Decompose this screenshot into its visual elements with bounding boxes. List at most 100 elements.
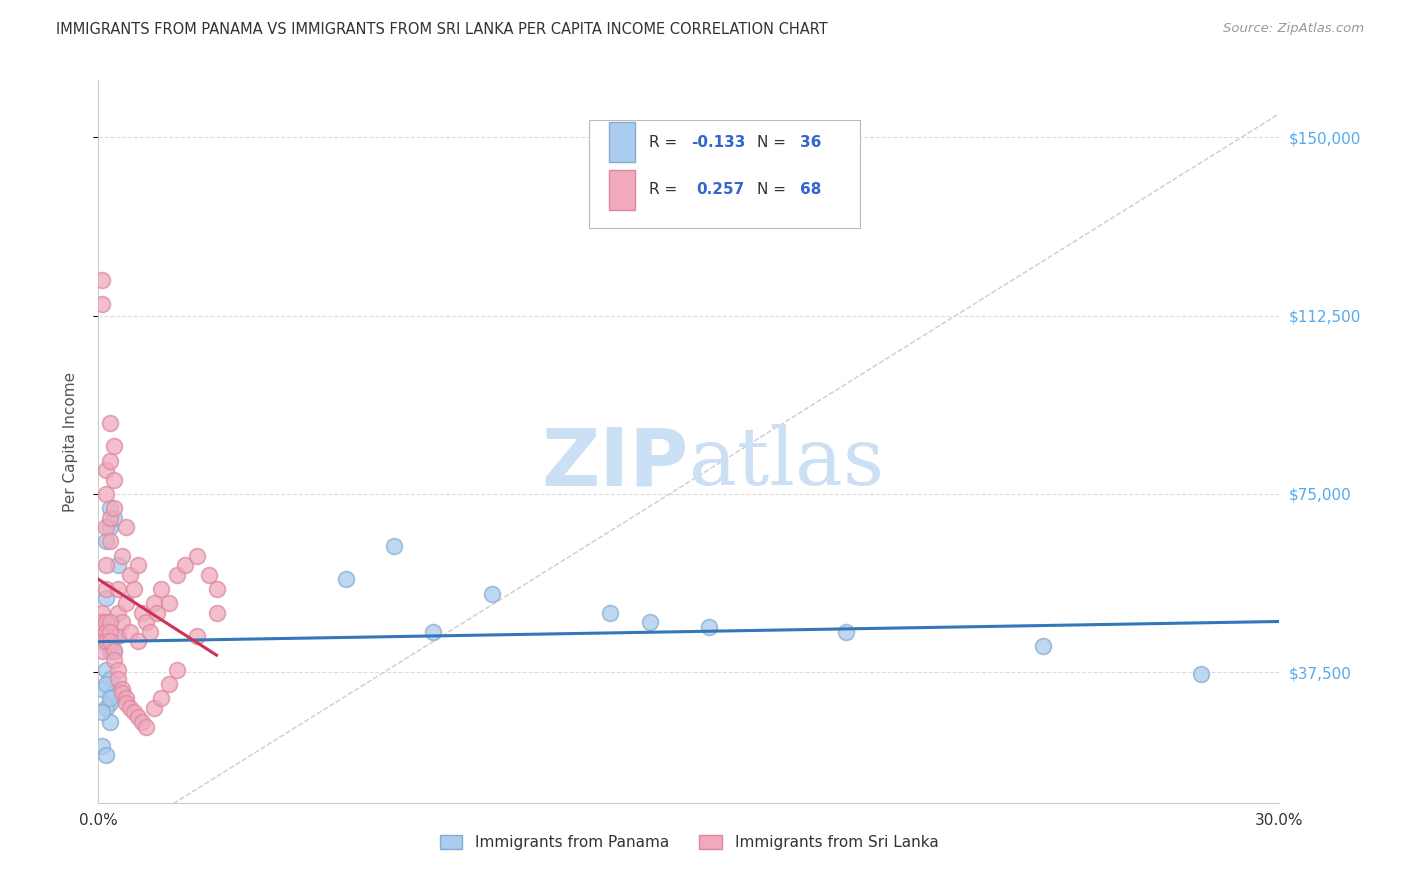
Text: N =: N = — [758, 182, 792, 197]
Point — [142, 596, 165, 610]
Point — [111, 686, 134, 700]
Point — [98, 714, 121, 729]
Point — [127, 634, 149, 648]
Point — [422, 624, 444, 639]
Point — [118, 567, 141, 582]
Point — [146, 606, 169, 620]
Text: -0.133: -0.133 — [692, 135, 745, 150]
Text: IMMIGRANTS FROM PANAMA VS IMMIGRANTS FROM SRI LANKA PER CAPITA INCOME CORRELATIO: IMMIGRANTS FROM PANAMA VS IMMIGRANTS FRO… — [56, 22, 828, 37]
Point — [96, 624, 118, 639]
Point — [91, 273, 114, 287]
Point — [131, 714, 153, 729]
Point — [96, 463, 118, 477]
Point — [638, 615, 661, 630]
Point — [115, 596, 138, 610]
Text: 36: 36 — [800, 135, 821, 150]
Point — [91, 615, 114, 630]
Point — [382, 539, 405, 553]
Point — [122, 706, 145, 720]
Point — [107, 606, 129, 620]
Point — [135, 720, 157, 734]
Point — [599, 606, 621, 620]
Point — [96, 677, 118, 691]
Point — [96, 634, 118, 648]
Text: 0.257: 0.257 — [696, 182, 744, 197]
Point — [96, 700, 118, 714]
Point — [122, 582, 145, 596]
Point — [115, 691, 138, 706]
Point — [107, 663, 129, 677]
Point — [157, 677, 180, 691]
Point — [98, 510, 121, 524]
Legend: Immigrants from Panama, Immigrants from Sri Lanka: Immigrants from Panama, Immigrants from … — [433, 830, 945, 856]
Point — [166, 567, 188, 582]
Point — [98, 615, 121, 630]
Point — [96, 591, 118, 606]
Point — [98, 639, 121, 653]
Point — [111, 681, 134, 696]
Text: Source: ZipAtlas.com: Source: ZipAtlas.com — [1223, 22, 1364, 36]
Point — [174, 558, 197, 573]
Point — [142, 700, 165, 714]
Point — [103, 686, 125, 700]
Point — [107, 582, 129, 596]
Point — [91, 634, 114, 648]
Point — [697, 620, 720, 634]
Point — [91, 296, 114, 310]
Point — [186, 629, 208, 643]
FancyBboxPatch shape — [609, 169, 634, 210]
FancyBboxPatch shape — [609, 122, 634, 162]
Point — [150, 691, 173, 706]
Point — [98, 453, 121, 467]
Point — [96, 615, 118, 630]
Point — [111, 549, 134, 563]
Point — [103, 643, 125, 657]
Point — [103, 501, 125, 516]
Point — [98, 696, 121, 710]
Point — [91, 643, 114, 657]
Point — [335, 573, 357, 587]
Point — [118, 700, 141, 714]
Point — [91, 681, 114, 696]
Point — [186, 549, 208, 563]
Point — [96, 534, 118, 549]
Point — [98, 643, 121, 657]
Point — [115, 520, 138, 534]
Y-axis label: Per Capita Income: Per Capita Income — [63, 371, 77, 512]
Text: ZIP: ZIP — [541, 425, 689, 502]
Point — [96, 748, 118, 763]
Point — [205, 582, 228, 596]
Text: 68: 68 — [800, 182, 821, 197]
Point — [131, 606, 153, 620]
Point — [96, 487, 118, 501]
Point — [107, 629, 129, 643]
Point — [205, 606, 228, 620]
Point — [1189, 667, 1212, 681]
FancyBboxPatch shape — [589, 120, 860, 228]
Point — [91, 620, 114, 634]
Point — [98, 416, 121, 430]
Point — [481, 587, 503, 601]
Point — [138, 624, 160, 639]
Point — [127, 558, 149, 573]
Point — [166, 663, 188, 677]
Point — [135, 615, 157, 630]
Point — [107, 672, 129, 686]
Point — [835, 624, 858, 639]
Point — [103, 629, 125, 643]
Point — [150, 582, 173, 596]
Point — [98, 624, 121, 639]
Point — [103, 653, 125, 667]
Point — [91, 620, 114, 634]
Point — [96, 663, 118, 677]
Point — [96, 634, 118, 648]
Point — [127, 710, 149, 724]
Point — [103, 439, 125, 453]
Point — [98, 534, 121, 549]
Point — [115, 696, 138, 710]
Point — [107, 558, 129, 573]
Point — [91, 606, 114, 620]
Point — [98, 691, 121, 706]
Point — [111, 615, 134, 630]
Point — [96, 520, 118, 534]
